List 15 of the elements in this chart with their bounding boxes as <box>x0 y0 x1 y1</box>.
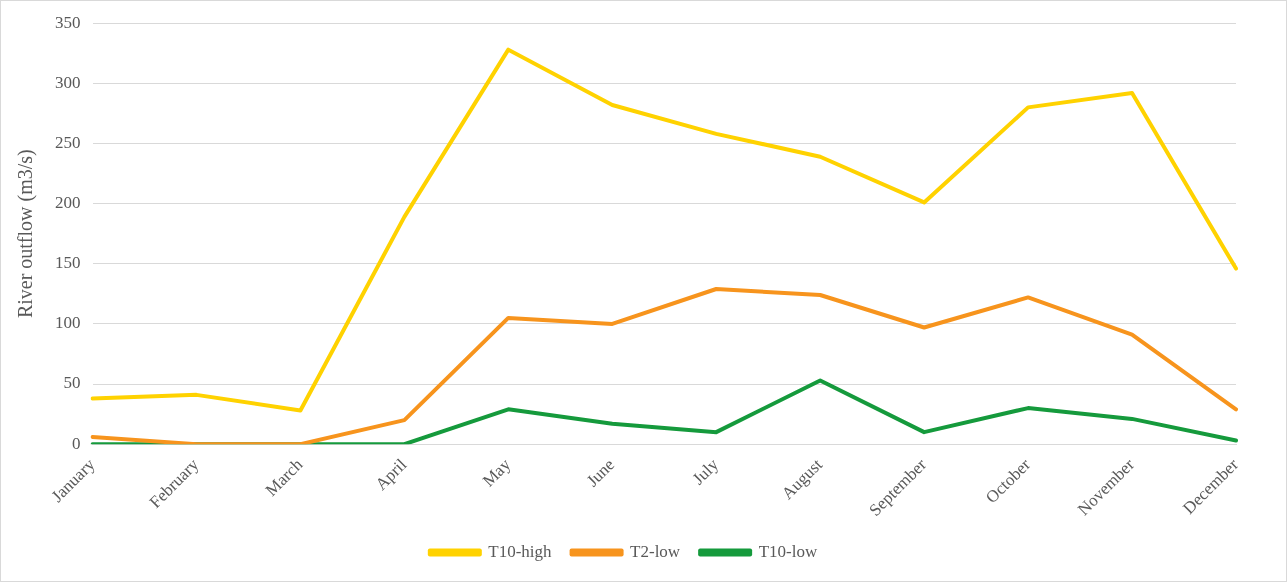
y-tick-label: 350 <box>55 12 81 32</box>
x-tick-label: July <box>688 454 723 489</box>
y-tick-label: 300 <box>55 72 81 92</box>
y-tick-label: 100 <box>55 313 81 333</box>
y-axis-title: River outflow (m3/s) <box>14 149 38 319</box>
x-tick-label: May <box>478 454 515 491</box>
legend-label: T2-low <box>630 541 681 561</box>
y-tick-label: 200 <box>55 193 81 213</box>
y-tick-label: 250 <box>55 132 81 152</box>
y-tick-label: 150 <box>55 253 81 273</box>
x-tick-label: June <box>582 454 619 491</box>
legend-label: T10-high <box>488 541 553 561</box>
y-tick-label: 50 <box>63 373 81 393</box>
legend-label: T10-low <box>758 541 818 561</box>
y-tick-label: 0 <box>72 433 81 453</box>
